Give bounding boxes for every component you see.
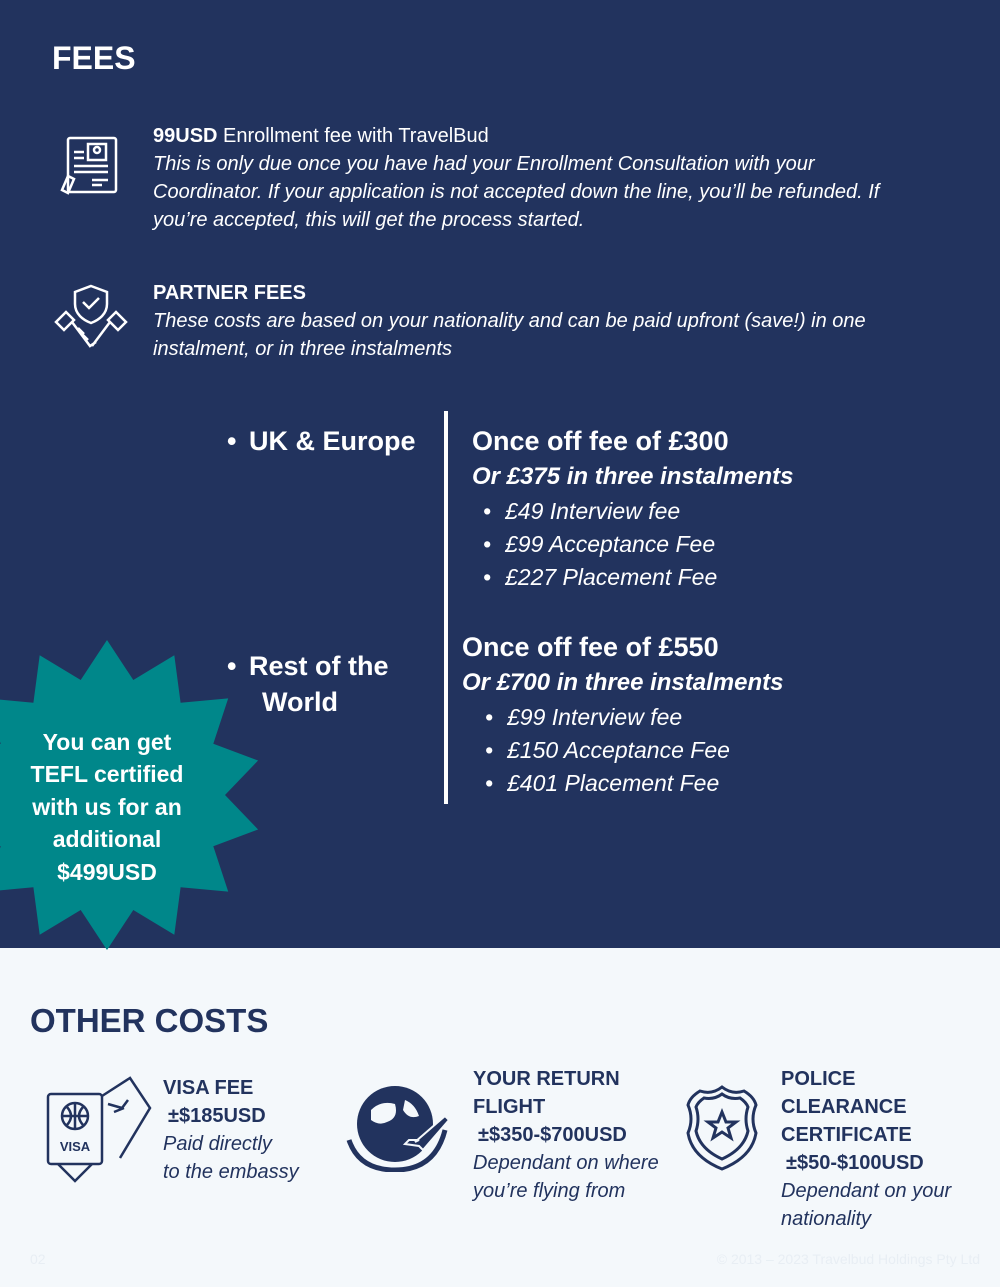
handshake-shield-icon [54,284,128,348]
starburst-badge [0,640,259,950]
list-item: £227 Placement Fee [483,561,793,594]
enrollment-amount: 99USD [153,125,218,147]
partner-fees-desc: These costs are based on your nationalit… [153,310,866,360]
tefl-badge-text: You can get TEFL certified with us for an a… [30,729,184,885]
copyright: © 2013 – 2023 Travelbud Holdings Pty Ltd [716,1251,980,1267]
visa-passport-icon: VISA [46,1076,152,1183]
list-item: £99 Interview fee [485,701,783,734]
flight-block: YOUR RETURN FLIGHT ±$350-$700USD Dependant… [473,1068,659,1202]
partner-fees-title: PARTNER FEES [153,282,306,304]
list-item: £150 Acceptance Fee [485,734,783,767]
document-icon [60,136,118,195]
fees-title: FEES [52,40,136,76]
enrollment-desc: This is only due once you have had your … [153,153,880,231]
police-clearance-block: POLICE CLEARANCE CERTIFICATE ±$50-$100USD D… [781,1068,952,1230]
uk-europe-fees: Once off fee of £300 Or £375 in three in… [472,426,793,594]
globe-plane-icon [346,1086,451,1172]
visa-fee-block: VISA FEE ±$185USD Paid directly to the emb… [163,1077,299,1183]
list-item: £99 Acceptance Fee [483,528,793,561]
divider [444,411,448,804]
rest-of-world-fees: Once off fee of £550 Or £700 in three in… [462,632,783,800]
page-number: 02 [30,1251,46,1267]
list-item: £49 Interview fee [483,495,793,528]
other-costs-title: OTHER COSTS [30,1002,269,1039]
list-item: £401 Placement Fee [485,767,783,800]
svg-text:VISA: VISA [60,1139,91,1154]
region-uk-europe: UK & Europe [249,426,416,456]
police-badge-icon [686,1085,758,1171]
enrollment-label: Enrollment fee with TravelBud [217,125,489,147]
region-rest-of-world: Rest of the World [249,651,389,717]
